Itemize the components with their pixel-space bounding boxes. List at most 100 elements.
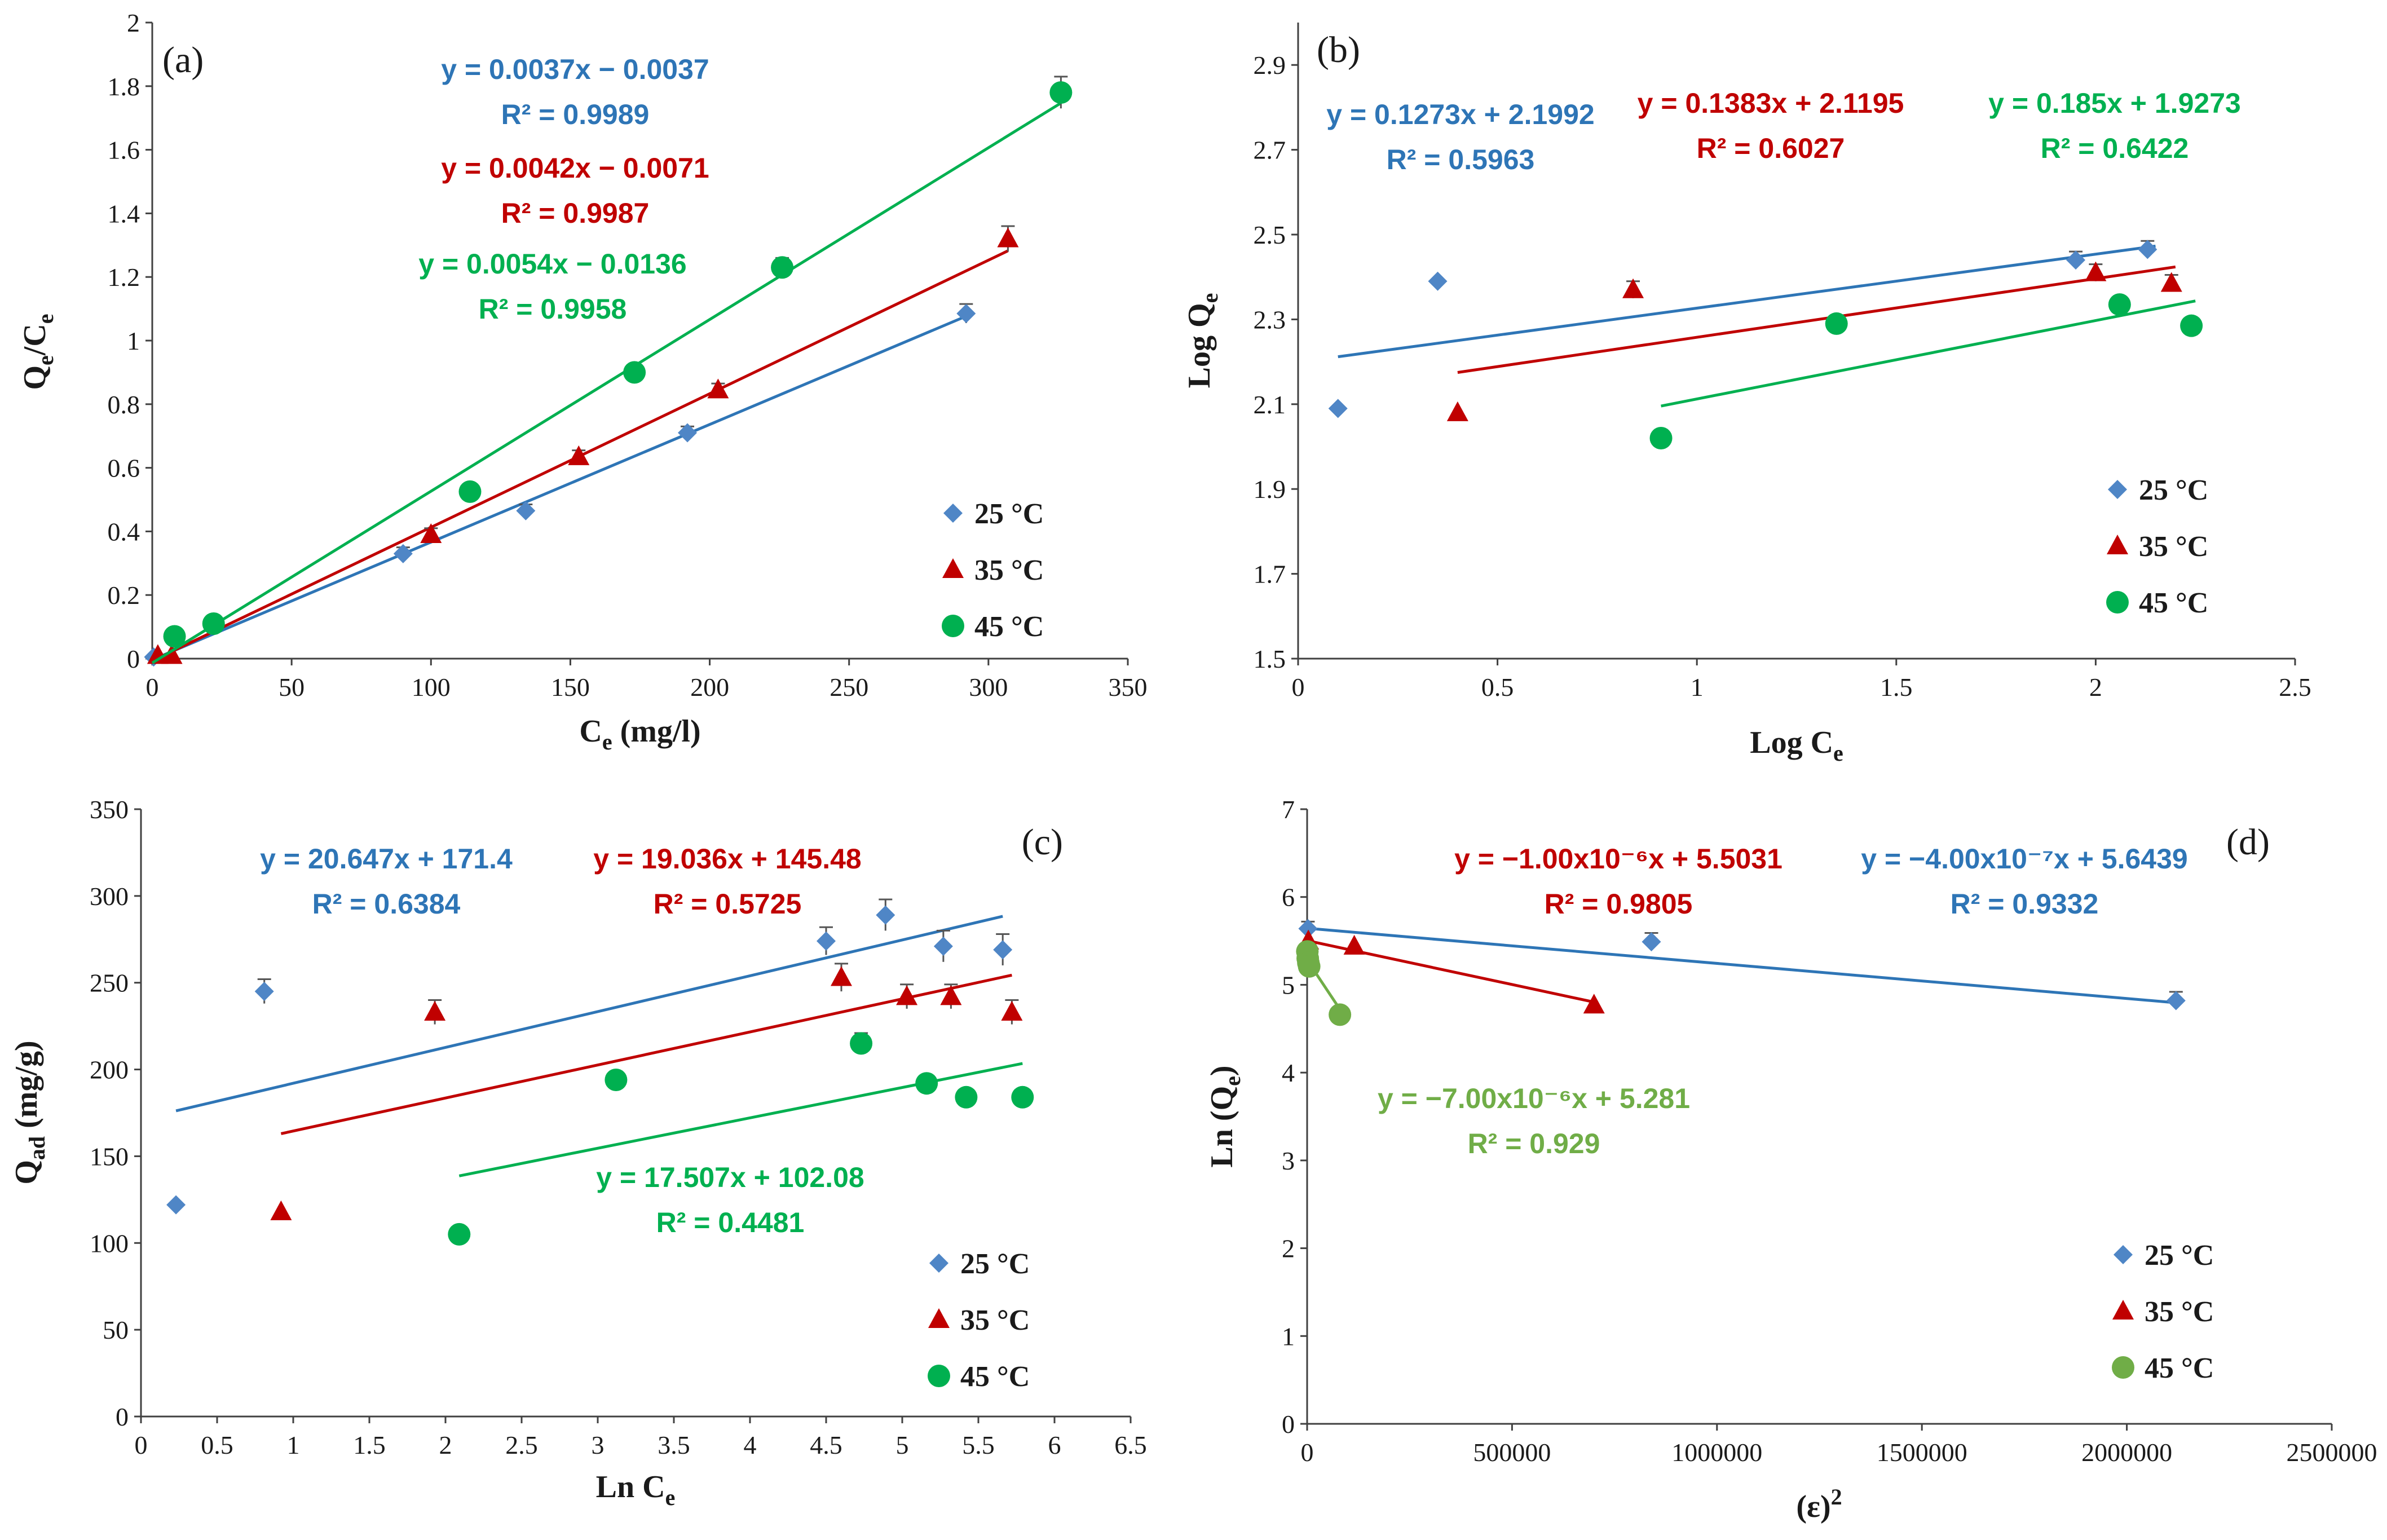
data-point-45c xyxy=(2180,314,2203,337)
x-tick-label: 4 xyxy=(744,1431,757,1459)
y-tick-label: 0 xyxy=(1282,1410,1295,1438)
data-point-45c xyxy=(1011,1085,1034,1109)
legend-marker xyxy=(2112,1356,2134,1379)
data-point-45c xyxy=(850,1032,873,1055)
y-tick-label: 2.7 xyxy=(1254,136,1286,165)
legend-label: 25 °C xyxy=(2145,1239,2214,1272)
x-axis-label: Log Ce xyxy=(1750,725,1843,766)
y-tick-label: 1 xyxy=(1282,1322,1295,1351)
fit-equation: y = −7.00x10⁻⁶x + 5.281 xyxy=(1378,1083,1690,1114)
y-tick-label: 2 xyxy=(127,8,140,37)
y-tick-label: 5 xyxy=(1282,970,1295,999)
y-tick-label: 0.6 xyxy=(108,454,140,483)
data-point-35c xyxy=(1583,994,1605,1014)
legend: 25 °C 35 °C 45 °C xyxy=(942,498,1044,643)
fit-r-squared: R² = 0.6384 xyxy=(312,888,461,920)
fit-equation: y = 0.185x + 1.9273 xyxy=(1988,87,2241,119)
data-point-45c xyxy=(1049,81,1073,104)
panel-label: (c) xyxy=(1022,822,1063,863)
fit-r-squared: R² = 0.5963 xyxy=(1387,144,1535,175)
fit-r-squared: R² = 0.9332 xyxy=(1951,888,2099,920)
chart-panel-a: 0 0.2 0.4 0.6 0.8 1 1.2 1.4 1.6 1.8 2 0 50 100 150 200 2… xyxy=(17,8,1148,754)
data-point-45c xyxy=(955,1085,978,1109)
x-tick-label: 2 xyxy=(439,1431,452,1459)
data-point-35c xyxy=(147,644,169,664)
y-tick-label: 150 xyxy=(90,1142,129,1171)
trendline-35c xyxy=(1457,265,2176,374)
y-tick-label: 4 xyxy=(1282,1058,1295,1087)
data-point-25c xyxy=(956,304,976,324)
x-tick-label: 1000000 xyxy=(1671,1438,1762,1467)
x-tick-label: 500000 xyxy=(1473,1438,1551,1467)
x-tick-label: 0.5 xyxy=(1481,673,1514,701)
data-point-25c xyxy=(1328,399,1348,418)
x-tick-label: 50 xyxy=(279,673,305,701)
legend-marker xyxy=(942,615,964,637)
legend-marker xyxy=(2107,535,2128,554)
data-point-45c xyxy=(2108,293,2131,316)
x-tick-label: 6.5 xyxy=(1114,1431,1147,1459)
y-tick-label: 2.9 xyxy=(1254,51,1286,80)
legend-label: 25 °C xyxy=(974,498,1044,530)
data-point-25c xyxy=(876,905,895,925)
legend-marker xyxy=(928,1365,950,1387)
y-tick-label: 300 xyxy=(90,882,129,911)
legend-marker xyxy=(928,1308,950,1328)
y-axis-label: Qad (mg/g) xyxy=(9,1040,50,1184)
legend-marker xyxy=(2106,591,2129,614)
data-point-35c xyxy=(161,644,183,664)
legend-marker xyxy=(2114,1245,2133,1264)
x-tick-label: 5.5 xyxy=(962,1431,995,1459)
panel-label: (d) xyxy=(2226,822,2270,863)
x-tick-label: 300 xyxy=(969,673,1008,701)
y-tick-label: 0 xyxy=(127,645,140,673)
trendline-25c xyxy=(1338,244,2156,359)
x-tick-label: 3.5 xyxy=(658,1431,690,1459)
legend: 25 °C 35 °C 45 °C xyxy=(928,1248,1030,1393)
legend: 25 °C 35 °C 45 °C xyxy=(2112,1239,2214,1384)
panel-label: (b) xyxy=(1317,29,1360,70)
data-point-25c xyxy=(2138,240,2157,259)
y-tick-label: 3 xyxy=(1282,1146,1295,1175)
data-point-35c xyxy=(940,985,962,1005)
data-point-35c xyxy=(707,378,729,399)
y-tick-label: 0.2 xyxy=(108,581,140,610)
x-tick-label: 5 xyxy=(896,1431,909,1459)
y-tick-label: 1.4 xyxy=(108,199,140,228)
trendline-45c xyxy=(1661,299,2196,408)
legend-label: 45 °C xyxy=(2139,587,2208,619)
y-tick-label: 6 xyxy=(1282,883,1295,912)
data-point-25c xyxy=(993,940,1013,960)
data-point-45c xyxy=(1329,1003,1352,1026)
data-point-25c xyxy=(1642,932,1661,952)
y-tick-label: 1.6 xyxy=(108,136,140,165)
legend-marker xyxy=(942,558,964,578)
panel-label: (a) xyxy=(162,39,204,81)
data-point-35c xyxy=(270,1200,292,1220)
data-point-45c xyxy=(458,480,482,503)
x-tick-label: 1 xyxy=(1691,673,1704,701)
fit-equation: y = −1.00x10⁻⁶x + 5.5031 xyxy=(1454,843,1782,875)
y-tick-label: 100 xyxy=(90,1229,129,1257)
fit-r-squared: R² = 0.9958 xyxy=(479,293,627,325)
fit-r-squared: R² = 0.9805 xyxy=(1545,888,1693,920)
x-tick-label: 6 xyxy=(1048,1431,1061,1459)
legend-marker xyxy=(929,1254,948,1273)
legend-label: 25 °C xyxy=(960,1248,1030,1280)
fit-r-squared: R² = 0.9989 xyxy=(501,99,650,130)
data-point-25c xyxy=(933,937,953,956)
data-point-25c xyxy=(1298,919,1318,938)
x-tick-label: 2 xyxy=(2089,673,2102,701)
data-point-25c xyxy=(254,982,274,1001)
fit-equation: y = −4.00x10⁻⁷x + 5.6439 xyxy=(1861,843,2187,875)
data-point-45c xyxy=(448,1223,471,1246)
x-tick-label: 150 xyxy=(551,673,590,701)
y-tick-label: 1.7 xyxy=(1254,560,1286,589)
data-point-25c xyxy=(2166,991,2186,1011)
y-tick-label: 50 xyxy=(103,1316,129,1344)
x-tick-label: 1.5 xyxy=(353,1431,386,1459)
x-axis-label: Ln Ce xyxy=(596,1470,676,1510)
fit-r-squared: R² = 0.4481 xyxy=(656,1207,805,1238)
data-point-35c xyxy=(2085,261,2107,281)
legend-marker xyxy=(2108,480,2127,499)
